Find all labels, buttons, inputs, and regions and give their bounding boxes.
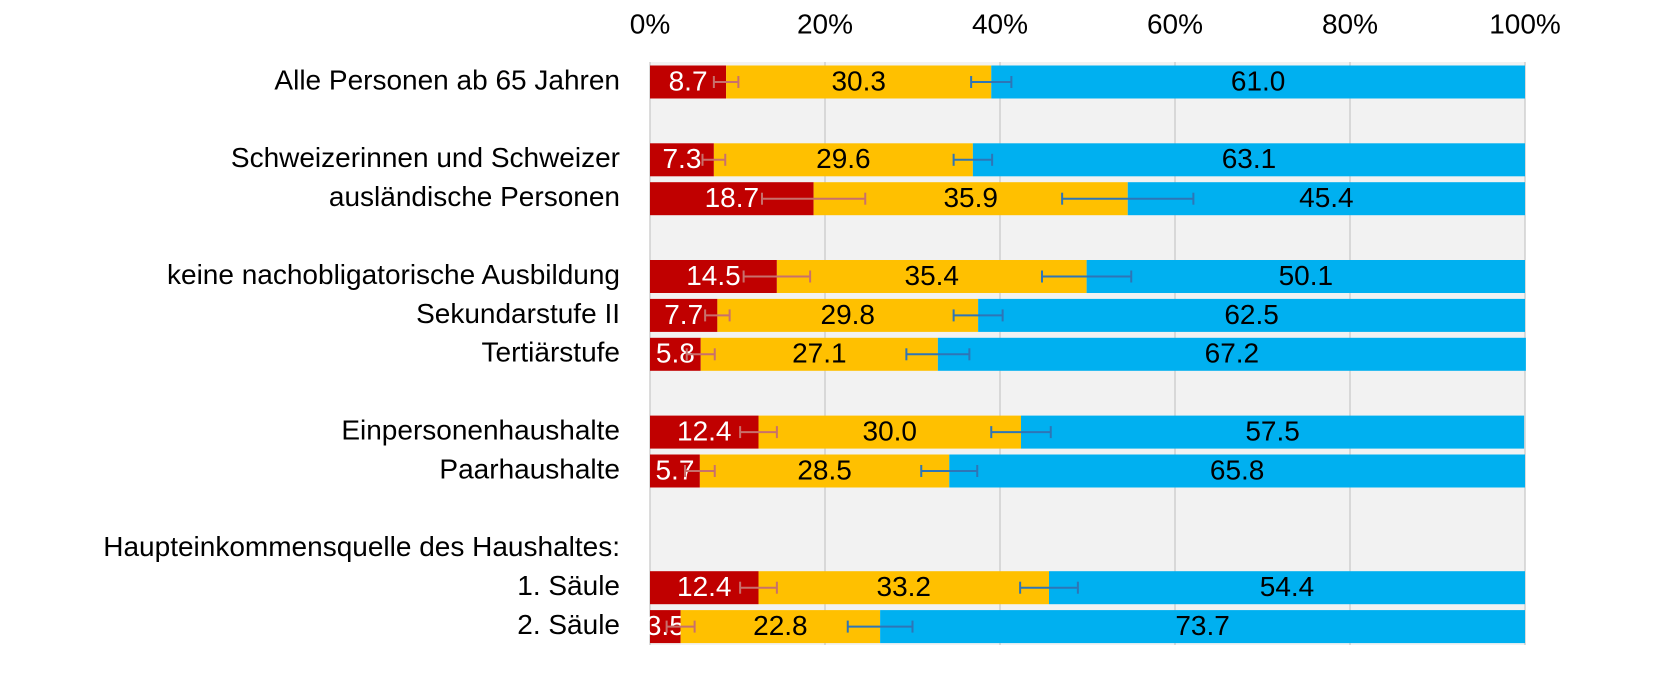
x-tick-label: 80% bbox=[1322, 8, 1378, 39]
bar-segment bbox=[1086, 260, 1525, 293]
bar-segment bbox=[991, 65, 1525, 99]
value-label: 30.3 bbox=[831, 65, 886, 96]
value-label: 54.4 bbox=[1260, 571, 1315, 602]
value-label: 8.7 bbox=[669, 65, 708, 96]
category-label: 2. Säule bbox=[517, 609, 620, 640]
bar-segment bbox=[937, 337, 1526, 371]
bar-segment bbox=[758, 415, 1021, 449]
value-label: 57.5 bbox=[1245, 415, 1300, 446]
bar-segment bbox=[700, 337, 938, 371]
bar-segment bbox=[1021, 415, 1525, 449]
error-bar bbox=[952, 153, 994, 166]
value-label: 28.5 bbox=[797, 454, 852, 485]
error-bar bbox=[701, 153, 727, 166]
error-bar bbox=[1041, 270, 1133, 283]
error-bar bbox=[685, 348, 716, 361]
category-label: Tertiärstufe bbox=[482, 337, 621, 368]
x-tick-label: 0% bbox=[630, 8, 670, 39]
bar-segment bbox=[717, 298, 979, 332]
value-label: 50.1 bbox=[1279, 260, 1334, 291]
error-bar bbox=[846, 620, 914, 633]
x-tick-label: 100% bbox=[1489, 8, 1561, 39]
value-label: 27.1 bbox=[792, 338, 847, 369]
value-label: 73.7 bbox=[1175, 610, 1230, 641]
value-label: 33.2 bbox=[877, 571, 932, 602]
value-label: 30.0 bbox=[863, 415, 918, 446]
bar-segment bbox=[949, 454, 1525, 488]
value-label: 61.0 bbox=[1231, 65, 1286, 96]
value-label: 63.1 bbox=[1222, 143, 1277, 174]
category-label: Sekundarstufe II bbox=[416, 298, 620, 329]
value-label: 45.4 bbox=[1299, 182, 1354, 213]
x-tick-label: 40% bbox=[972, 8, 1028, 39]
bar-segment bbox=[699, 454, 950, 488]
category-label: keine nachobligatorische Ausbildung bbox=[167, 259, 620, 290]
value-label: 35.9 bbox=[943, 182, 998, 213]
category-label: ausländische Personen bbox=[329, 181, 620, 212]
value-label: 65.8 bbox=[1210, 454, 1265, 485]
bar-segment bbox=[758, 571, 1049, 605]
error-bar bbox=[920, 465, 979, 477]
error-bar bbox=[665, 620, 696, 633]
error-bar bbox=[739, 426, 778, 439]
bar-segment bbox=[1049, 571, 1525, 605]
error-bar bbox=[905, 348, 971, 361]
bar-segment bbox=[726, 65, 992, 99]
value-label: 12.4 bbox=[677, 571, 732, 602]
error-bar bbox=[742, 270, 812, 283]
value-label: 3.5 bbox=[646, 610, 685, 641]
value-label: 29.8 bbox=[821, 299, 876, 330]
category-label: Paarhaushalte bbox=[439, 453, 620, 484]
bar-segment bbox=[880, 610, 1525, 644]
error-bar bbox=[684, 465, 716, 477]
error-bar bbox=[704, 309, 731, 322]
value-label: 35.4 bbox=[905, 260, 960, 291]
bar-segment bbox=[713, 143, 973, 177]
error-bar bbox=[739, 581, 778, 594]
value-label: 5.7 bbox=[655, 454, 694, 485]
bar-segment bbox=[776, 260, 1087, 293]
category-label: Alle Personen ab 65 Jahren bbox=[274, 64, 620, 95]
error-bar bbox=[990, 426, 1052, 439]
value-label: 5.8 bbox=[656, 338, 695, 369]
value-label: 12.4 bbox=[677, 415, 732, 446]
bar-segment bbox=[972, 143, 1525, 177]
bar-segment bbox=[978, 298, 1525, 332]
error-bar bbox=[712, 76, 740, 88]
category-label: Einpersonenhaushalte bbox=[341, 414, 620, 445]
category-label: Schweizerinnen und Schweizer bbox=[231, 142, 620, 173]
error-bar bbox=[952, 309, 1004, 322]
value-label: 29.6 bbox=[816, 143, 871, 174]
value-label: 22.8 bbox=[753, 610, 808, 641]
error-bar bbox=[1061, 192, 1195, 205]
value-label: 14.5 bbox=[686, 260, 741, 291]
category-label: Haupteinkommensquelle des Haushaltes: bbox=[103, 531, 620, 562]
error-bar bbox=[1019, 581, 1079, 594]
value-label: 7.3 bbox=[662, 143, 701, 174]
error-bar bbox=[761, 192, 867, 205]
error-bar bbox=[970, 76, 1013, 88]
value-label: 62.5 bbox=[1224, 299, 1279, 330]
value-label: 67.2 bbox=[1205, 338, 1260, 369]
x-tick-label: 20% bbox=[797, 8, 853, 39]
x-tick-label: 60% bbox=[1147, 8, 1203, 39]
category-label: 1. Säule bbox=[517, 570, 620, 601]
value-label: 7.7 bbox=[664, 299, 703, 330]
value-label: 18.7 bbox=[705, 182, 760, 213]
